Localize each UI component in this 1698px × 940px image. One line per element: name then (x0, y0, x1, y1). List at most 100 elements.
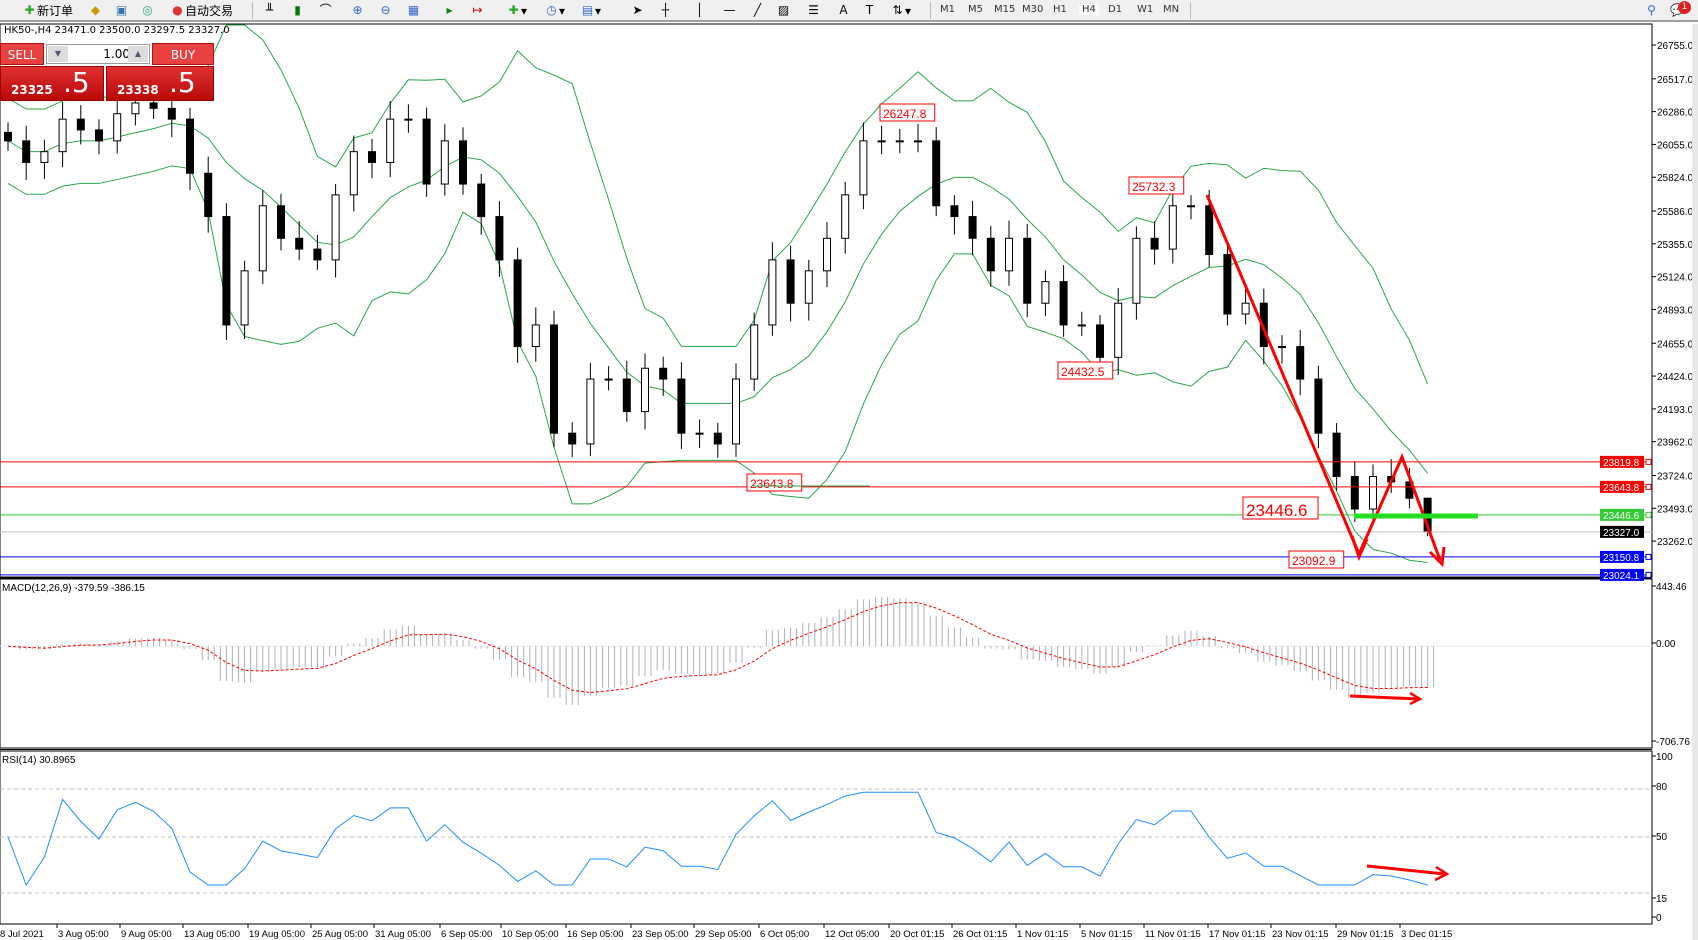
candle-body (732, 378, 740, 445)
timeframe-w1[interactable]: W1 (1137, 4, 1154, 15)
arrowhead (1409, 691, 1423, 706)
price-tick-label: 23262.0 (1657, 537, 1694, 548)
timeframe-h4[interactable]: H4 (1079, 4, 1099, 15)
line-chart-button[interactable]: ⌒ (318, 2, 333, 19)
sell-button[interactable]: SELL (0, 43, 44, 65)
candle-body (1350, 475, 1359, 510)
price-annotation: 23446.6 (1246, 501, 1307, 520)
candle-body (622, 378, 631, 413)
periods-button[interactable]: ◷ ▾ (544, 2, 565, 19)
text-button[interactable]: A (836, 2, 851, 19)
lot-increase-button[interactable]: ▲ (128, 46, 148, 62)
price-tag-label: 23327.0 (1603, 528, 1640, 539)
crosshair-icon: ┼ (661, 3, 670, 17)
buy-button[interactable]: BUY (152, 43, 214, 65)
zoom-out-button[interactable]: ⊖ (378, 2, 393, 19)
lot-decrease-button[interactable]: ▼ (48, 46, 68, 62)
price-tick-label: 25586.0 (1657, 207, 1694, 218)
timeframe-m30[interactable]: M30 (1022, 4, 1044, 15)
candlestick-button[interactable]: ▮ (290, 2, 305, 19)
market-watch-button[interactable]: ◆ (88, 2, 103, 19)
new-order-button[interactable]: ✚ 新订单 (22, 2, 73, 19)
price-tick-label: 25124.0 (1657, 273, 1694, 284)
messages-button[interactable]: 💬 1 (1670, 1, 1691, 19)
price-annotation-box (1242, 496, 1319, 520)
horizontal-line-button[interactable]: — (722, 2, 737, 19)
folder-icon: ◆ (90, 3, 101, 17)
timeframe-m1[interactable]: M1 (940, 4, 955, 15)
arrows-button[interactable]: ⇅ ▾ (890, 2, 911, 19)
candle-body (1241, 302, 1250, 315)
cursor-button[interactable]: ➤ (630, 2, 645, 19)
candle-body (1059, 281, 1068, 326)
crosshair-button[interactable]: ┼ (658, 2, 673, 19)
date-tick-label: 1 Nov 01:15 (1017, 929, 1068, 940)
price-tick-label: 26517.0 (1657, 75, 1694, 86)
fibonacci-button[interactable]: ☰ (806, 2, 821, 19)
tile-windows-button[interactable]: ▦ (406, 2, 421, 19)
chart-shift-button[interactable]: ↦ (470, 2, 485, 19)
autoscroll-button[interactable]: ▸ (442, 2, 457, 19)
bar-chart-icon: ╨ (265, 3, 274, 17)
indicators-button[interactable]: ✚ ▾ (506, 2, 527, 19)
price-tick-label: 24655.0 (1657, 339, 1694, 350)
line-handle (1645, 553, 1652, 560)
zoom-out-icon: ⊖ (380, 3, 391, 17)
arrowhead (1434, 865, 1450, 882)
price-tick-label: 23724.0 (1657, 471, 1694, 482)
line-handle (1645, 483, 1652, 490)
date-tick-label: 3 Dec 01:15 (1401, 929, 1452, 940)
date-tick-label: 5 Nov 01:15 (1081, 929, 1132, 940)
price-tick-label: 24893.0 (1657, 305, 1694, 316)
signals-button[interactable]: ◎ (140, 2, 155, 19)
timeframe-m15[interactable]: M15 (994, 4, 1016, 15)
timeframe-h1[interactable]: H1 (1053, 4, 1067, 15)
new-order-icon: ✚ (24, 3, 35, 17)
templates-button[interactable]: ▤ ▾ (581, 3, 602, 18)
price-annotation: 26247.8 (883, 107, 927, 121)
search-button[interactable]: ⚲ (1644, 2, 1659, 19)
bollinger-upper (7, 24, 1429, 385)
cursor-icon: ➤ (632, 3, 643, 17)
line-handle (1645, 511, 1652, 518)
date-tick-label: 26 Oct 01:15 (953, 929, 1007, 940)
candle-body (968, 216, 977, 239)
history-button[interactable]: ▣ (114, 2, 129, 19)
candle-body (22, 140, 31, 163)
trendline-button[interactable]: ╱ (750, 2, 765, 19)
price-annotation: 23643.8 (750, 477, 794, 491)
candle-body (1205, 205, 1214, 255)
auto-trading-button[interactable]: ● 自动交易 (170, 2, 233, 19)
lot-input[interactable] (68, 46, 130, 62)
candle-body (1314, 378, 1323, 434)
line-handle (1645, 571, 1652, 578)
candle-body (1041, 281, 1050, 304)
sell-price[interactable]: 23325.5 (0, 66, 104, 101)
timeframe-d1[interactable]: D1 (1108, 4, 1123, 15)
candle-body (1023, 237, 1032, 304)
bar-chart-button[interactable]: ╨ (262, 2, 277, 19)
zoom-in-button[interactable]: ⊕ (350, 2, 365, 19)
channel-button[interactable]: ▨ (776, 2, 791, 19)
candle-body (4, 131, 12, 142)
candle-body (386, 118, 395, 163)
buy-price[interactable]: 23338.5 (106, 66, 214, 101)
candle-body (1168, 205, 1177, 250)
candle-body (1296, 346, 1305, 380)
vertical-scrollbar[interactable] (1692, 24, 1698, 940)
candle-body (58, 118, 67, 153)
separator (252, 2, 253, 19)
timeframe-mn[interactable]: MN (1163, 4, 1180, 15)
candle-body (349, 151, 358, 196)
candle-body (1150, 237, 1159, 250)
candle-body (1332, 432, 1341, 477)
price-tick-label: 26055.0 (1657, 140, 1694, 151)
text-label-button[interactable]: T (862, 2, 877, 19)
vertical-line-button[interactable]: │ (692, 2, 707, 19)
candle-body (440, 140, 449, 185)
separator (930, 2, 931, 19)
candle-body (1278, 346, 1286, 349)
timeframe-m5[interactable]: M5 (968, 4, 983, 15)
price-tick-label: 26755.0 (1657, 41, 1694, 52)
